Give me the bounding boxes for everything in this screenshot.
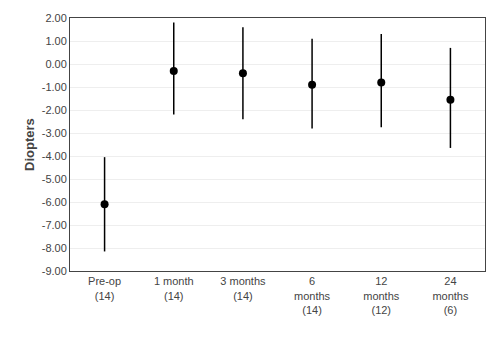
svg-text:-2.00: -2.00 [42,104,67,116]
svg-text:24months(6): 24months(6) [432,275,469,316]
svg-text:-9.00: -9.00 [42,265,67,277]
svg-text:6months(14): 6months(14) [294,275,331,316]
svg-text:2.00: 2.00 [45,12,66,24]
svg-text:-8.00: -8.00 [42,242,67,254]
svg-text:-5.00: -5.00 [42,173,67,185]
svg-text:-1.00: -1.00 [42,81,67,93]
svg-text:-3.00: -3.00 [42,127,67,139]
svg-text:3 months(14): 3 months(14) [220,275,266,301]
svg-text:1 month(14): 1 month(14) [154,275,194,301]
svg-text:12months(12): 12months(12) [363,275,400,316]
svg-text:-7.00: -7.00 [42,219,67,231]
svg-text:0.00: 0.00 [45,58,66,70]
svg-text:Pre-op(14): Pre-op(14) [88,275,121,301]
svg-text:Diopters: Diopters [22,118,37,171]
svg-text:1.00: 1.00 [45,35,66,47]
svg-text:-6.00: -6.00 [42,196,67,208]
svg-text:-4.00: -4.00 [42,150,67,162]
